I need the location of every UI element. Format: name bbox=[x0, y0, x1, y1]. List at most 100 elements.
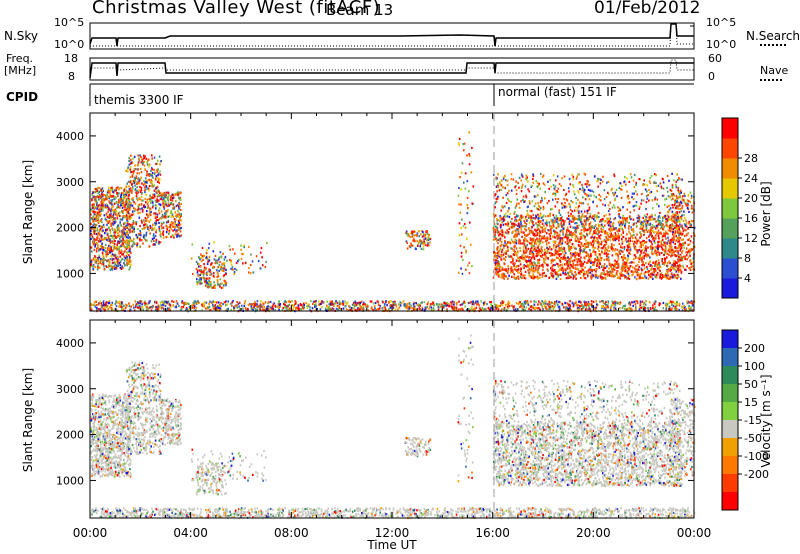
echo-cell bbox=[589, 266, 592, 269]
echo-cell bbox=[125, 224, 127, 227]
echo-cell bbox=[205, 252, 208, 255]
echo-cell bbox=[515, 233, 517, 236]
echo-cell bbox=[578, 240, 581, 243]
echo-cell bbox=[499, 248, 502, 251]
echo-cell bbox=[153, 196, 156, 199]
echo-cell bbox=[528, 271, 531, 274]
echo-cell bbox=[522, 198, 524, 202]
echo-cell bbox=[595, 231, 597, 234]
echo-cell bbox=[554, 230, 557, 233]
echo-cell bbox=[158, 181, 160, 184]
echo-cell bbox=[100, 225, 102, 228]
echo-cell bbox=[598, 236, 600, 239]
echo-cell bbox=[591, 245, 594, 248]
echo-cell bbox=[664, 276, 667, 279]
echo-cell bbox=[114, 196, 116, 199]
echo-cell bbox=[569, 245, 571, 248]
echo-cell bbox=[608, 270, 611, 273]
echo-cell bbox=[119, 211, 121, 214]
echo-cell bbox=[660, 221, 662, 224]
echo-cell bbox=[647, 220, 649, 223]
echo-cell bbox=[260, 247, 263, 250]
echo-cell bbox=[111, 219, 114, 222]
echo-cell bbox=[551, 265, 554, 268]
echo-cell bbox=[226, 259, 228, 262]
echo-cell bbox=[230, 260, 232, 264]
echo-cell bbox=[655, 273, 658, 276]
echo-cell bbox=[598, 225, 600, 228]
echo-cell bbox=[632, 197, 635, 201]
echo-cell bbox=[102, 249, 104, 252]
echo-cell bbox=[541, 275, 544, 278]
echo-cell bbox=[639, 275, 641, 278]
echo-cell bbox=[237, 260, 239, 263]
echo-cell bbox=[497, 173, 499, 176]
echo-cell bbox=[542, 174, 545, 177]
echo-cell bbox=[673, 265, 675, 268]
echo-cell bbox=[529, 215, 532, 218]
echo-cell bbox=[529, 219, 532, 222]
echo-cell bbox=[633, 192, 635, 195]
echo-cell bbox=[90, 246, 92, 249]
echo-cell bbox=[220, 255, 223, 258]
echo-cell bbox=[132, 213, 135, 216]
echo-cell bbox=[564, 206, 567, 209]
echo-cell bbox=[576, 175, 578, 178]
echo-cell bbox=[406, 247, 409, 250]
echo-cell bbox=[118, 188, 120, 191]
echo-cell bbox=[427, 238, 430, 241]
echo-cell bbox=[631, 196, 633, 199]
echo-cell bbox=[127, 205, 130, 208]
echo-cell bbox=[587, 274, 589, 277]
echo-cell bbox=[102, 253, 104, 256]
echo-cell bbox=[546, 221, 548, 225]
echo-cell bbox=[94, 225, 97, 228]
echo-cell bbox=[505, 267, 507, 271]
echo-cell bbox=[235, 268, 238, 272]
echo-cell bbox=[519, 263, 522, 266]
echo-cell bbox=[99, 193, 101, 197]
echo-cell bbox=[171, 225, 174, 228]
echo-cell bbox=[556, 231, 559, 234]
echo-cell bbox=[585, 255, 587, 258]
echo-cell bbox=[626, 208, 628, 211]
echo-cell bbox=[96, 195, 98, 198]
echo-cell bbox=[584, 227, 586, 230]
echo-cell bbox=[651, 213, 653, 216]
echo-cell bbox=[158, 203, 160, 206]
echo-cell bbox=[132, 241, 135, 244]
echo-cell bbox=[118, 234, 121, 237]
echo-cell bbox=[590, 236, 592, 239]
echo-cell bbox=[536, 275, 539, 278]
echo-cell bbox=[103, 265, 105, 268]
echo-cell bbox=[98, 240, 100, 243]
echo-cell bbox=[581, 202, 583, 205]
echo-cell bbox=[506, 179, 509, 182]
echo-cell bbox=[606, 249, 609, 252]
echo-cell bbox=[577, 268, 580, 271]
echo-cell bbox=[566, 263, 569, 266]
echo-cell bbox=[113, 248, 115, 251]
echo-cell bbox=[116, 206, 118, 209]
echo-cell bbox=[560, 218, 562, 221]
echo-cell bbox=[138, 189, 140, 192]
echo-cell bbox=[608, 220, 611, 223]
echo-cell bbox=[105, 197, 107, 200]
echo-cell bbox=[510, 268, 512, 271]
echo-cell bbox=[125, 236, 128, 239]
echo-cell bbox=[98, 195, 101, 198]
echo-cell bbox=[128, 190, 131, 193]
echo-cell bbox=[130, 170, 133, 174]
echo-cell bbox=[244, 261, 247, 264]
echo-cell bbox=[158, 229, 161, 232]
echo-cell bbox=[679, 265, 682, 268]
echo-cell bbox=[643, 264, 645, 267]
echo-cell bbox=[640, 235, 642, 238]
echo-cell bbox=[555, 256, 558, 259]
echo-cell bbox=[643, 214, 646, 217]
echo-cell bbox=[147, 201, 149, 204]
echo-cell bbox=[93, 227, 95, 230]
echo-cell bbox=[536, 270, 539, 273]
echo-cell bbox=[550, 185, 552, 188]
echo-cell bbox=[528, 221, 531, 224]
